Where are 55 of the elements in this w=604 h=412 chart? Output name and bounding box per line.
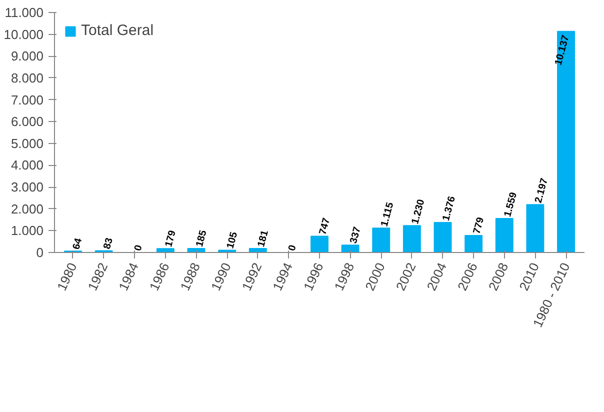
y-tick-label: 7.000: [10, 92, 44, 108]
data-label: 337: [348, 225, 364, 245]
y-tick-label: 6.000: [10, 114, 44, 130]
x-tick-label: 1992: [238, 260, 265, 293]
x-tick-label: 1980: [54, 260, 80, 293]
y-tick-label: 9.000: [10, 48, 44, 64]
data-label: 0: [132, 244, 145, 252]
y-tick-label: 0: [36, 245, 44, 260]
bar: [495, 218, 514, 252]
legend-label: Total Geral: [81, 22, 154, 39]
x-tick-label: 2004: [424, 260, 450, 293]
x-tick-label: 1998: [331, 260, 358, 293]
data-label: 64: [71, 236, 85, 251]
x-tick-label: 1996: [300, 260, 326, 293]
bar: [434, 222, 452, 252]
y-tick-label: 5.000: [10, 136, 44, 151]
data-label: 10.137: [553, 34, 572, 67]
data-label: 1.115: [379, 200, 396, 228]
x-tick-label: 1982: [84, 260, 111, 293]
data-label: 747: [318, 216, 333, 236]
data-label: 0: [286, 244, 299, 252]
data-label: 1.230: [410, 198, 428, 226]
x-tick-label: 2010: [516, 260, 542, 293]
x-tick-label: 2006: [454, 260, 480, 293]
data-label: 105: [225, 230, 240, 250]
x-tick-label: 2002: [392, 260, 419, 293]
x-tick-label: 1986: [146, 260, 172, 293]
x-tick-label: 1994: [270, 260, 296, 293]
bar: [372, 228, 390, 252]
data-label: 179: [164, 228, 179, 248]
bar: [464, 235, 483, 252]
y-tick-label: 1.000: [10, 223, 44, 238]
data-label: 83: [102, 236, 116, 250]
data-label: 1.559: [502, 190, 520, 218]
data-label: 181: [256, 228, 272, 248]
y-tick-label: 8.000: [10, 70, 44, 86]
bar: [526, 204, 544, 252]
bar: [310, 236, 328, 252]
y-tick-label: 11.000: [4, 5, 44, 20]
data-label: 185: [194, 228, 210, 248]
bar: [557, 30, 575, 252]
x-tick-label: 1988: [177, 260, 204, 293]
bar: [341, 244, 360, 252]
y-tick-label: 4.000: [10, 158, 44, 173]
x-tick-label: 1984: [116, 260, 142, 293]
x-tick-label: 1990: [208, 260, 234, 293]
y-tick-label: 3.000: [10, 180, 44, 195]
x-tick-label: 2000: [362, 260, 388, 293]
data-label: 779: [472, 216, 487, 236]
y-tick-label: 10.000: [4, 26, 44, 42]
y-tick-label: 2.000: [10, 201, 44, 216]
data-label: 2.197: [533, 176, 551, 204]
x-tick-label: 2008: [485, 260, 512, 293]
data-label: 1.376: [440, 194, 458, 222]
bar: [402, 225, 421, 252]
